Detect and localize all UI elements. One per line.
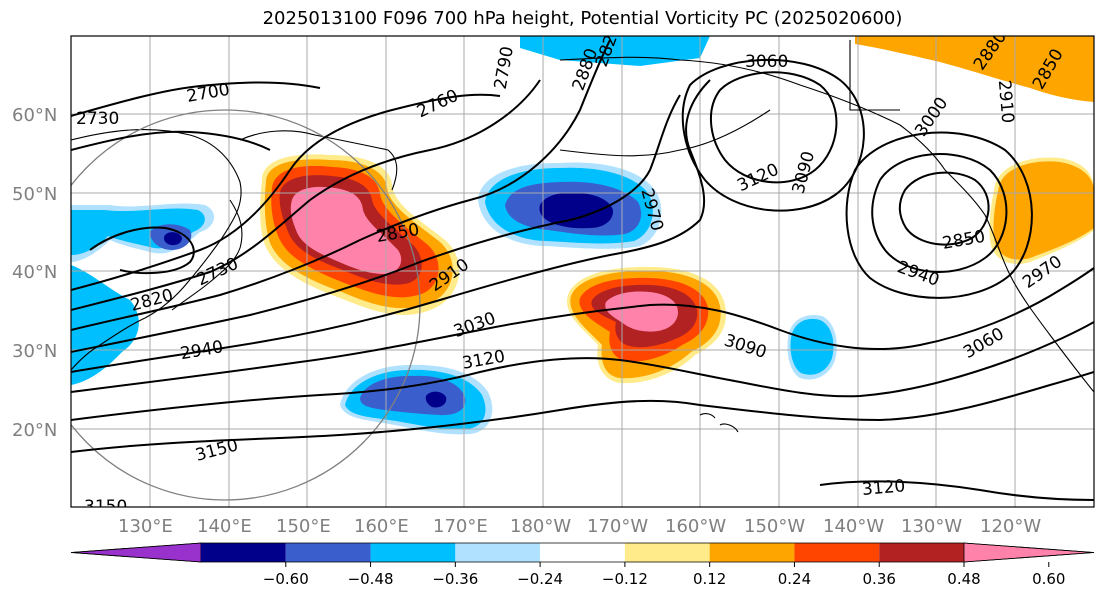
pv-anomaly-north-pacific xyxy=(478,162,662,249)
colorbar-extend-low xyxy=(70,542,202,563)
colorbar-segment xyxy=(540,543,625,562)
colorbar-tick-label: −0.24 xyxy=(517,570,563,588)
colorbar: −0.60 −0.48 −0.36 −0.24 −0.12 0.12 0.24 0.36 0.4… xyxy=(70,542,1095,588)
lat-labels: 60°N 50°N 40°N 30°N 20°N xyxy=(12,105,57,441)
coast-japan xyxy=(171,199,243,311)
coast-canada-arctic xyxy=(849,40,900,111)
lon-label: 170°E xyxy=(433,516,488,537)
lat-label: 20°N xyxy=(12,420,57,441)
colorbar-segment xyxy=(879,543,964,562)
lon-label: 130°E xyxy=(118,516,173,537)
contour-label: 2910 xyxy=(994,79,1018,124)
colorbar-segment xyxy=(285,543,371,562)
colorbar-tick-label: 0.36 xyxy=(863,570,896,588)
colorbar-segment xyxy=(624,543,710,562)
colorbar-tick-label: −0.36 xyxy=(432,570,478,588)
coast-asia xyxy=(71,129,242,371)
map-frame xyxy=(70,35,1095,508)
pv-anomaly-east-pacific xyxy=(787,314,837,380)
colorbar-tick-label: −0.48 xyxy=(348,570,394,588)
lon-labels: 130°E 140°E 150°E 160°E 170°E 180°W 170°… xyxy=(118,516,1041,537)
height-contours xyxy=(71,39,1094,501)
colorbar-segment xyxy=(455,543,541,562)
colorbar-extend-high xyxy=(963,542,1095,563)
contour-label: 3120 xyxy=(861,476,906,500)
coast-alaska xyxy=(559,56,946,171)
coast-aleutians xyxy=(559,109,771,157)
coast-kamchatka xyxy=(239,130,398,191)
lat-label: 40°N xyxy=(12,262,57,283)
pv-anomaly-central-pacific xyxy=(567,266,726,384)
map-title: 2025013100 F096 700 hPa height, Potentia… xyxy=(262,8,903,29)
pv-anomaly-japan xyxy=(71,203,215,385)
lon-label: 180°W xyxy=(510,516,571,537)
colorbar-tick-label: −0.12 xyxy=(602,570,648,588)
lon-label: 140°W xyxy=(823,516,884,537)
coast-hawaii xyxy=(699,413,739,433)
colorbar-segment xyxy=(709,543,795,562)
lat-label: 60°N xyxy=(12,105,57,126)
lon-label: 120°W xyxy=(980,516,1041,537)
colorbar-tick-label: 0.24 xyxy=(778,570,811,588)
pv-anomaly-north-america xyxy=(989,157,1094,264)
colorbar-tick-label: 0.48 xyxy=(947,570,980,588)
pv-anomaly-arctic xyxy=(855,36,1094,102)
lat-label: 30°N xyxy=(12,341,57,362)
lon-label: 160°W xyxy=(665,516,726,537)
lon-label: 140°E xyxy=(197,516,252,537)
lon-label: 160°E xyxy=(354,516,409,537)
lon-label: 130°W xyxy=(901,516,962,537)
colorbar-tick-label: −0.60 xyxy=(263,570,309,588)
colorbar-tick-label: 0.60 xyxy=(1032,570,1065,588)
contour-label: 3150 xyxy=(84,497,127,517)
lon-label: 150°W xyxy=(744,516,805,537)
map-area: 2700 2730 2760 2790 2820 2850 2880 2910 … xyxy=(71,36,1094,517)
lat-label: 50°N xyxy=(12,184,57,205)
colorbar-outline xyxy=(70,542,1095,563)
colorbar-segment xyxy=(794,543,880,562)
colorbar-tick-label: 0.12 xyxy=(693,570,726,588)
contour-label: 2730 xyxy=(76,109,119,129)
lon-label: 150°E xyxy=(276,516,331,537)
contour-label: 3060 xyxy=(745,52,788,72)
lon-label: 170°W xyxy=(587,516,648,537)
colorbar-segment xyxy=(370,543,456,562)
colorbar-segment xyxy=(201,543,286,562)
